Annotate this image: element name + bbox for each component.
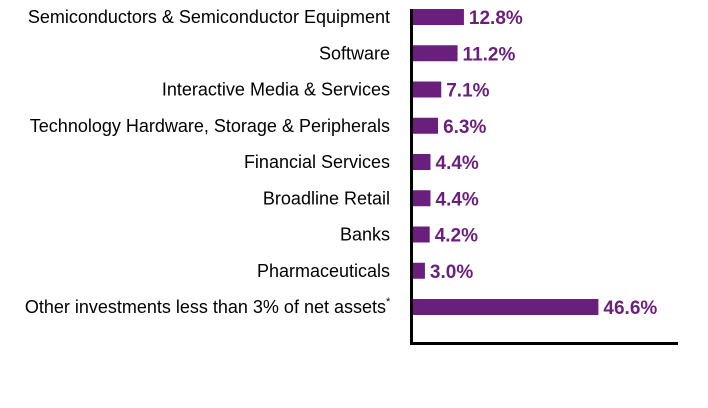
bar <box>413 190 431 207</box>
bar <box>413 45 458 62</box>
value-label: 12.8% <box>469 8 523 29</box>
value-label: 7.1% <box>446 81 489 102</box>
bar <box>413 226 430 243</box>
bars-layer: Semiconductors & Semiconductor Equipment… <box>25 7 658 319</box>
category-label: Broadline Retail <box>263 188 390 208</box>
value-label: 46.6% <box>603 298 657 319</box>
category-label: Software <box>319 43 390 63</box>
category-label: Technology Hardware, Storage & Periphera… <box>30 116 390 136</box>
bar <box>413 154 431 170</box>
value-label: 4.2% <box>435 226 478 247</box>
bar <box>413 9 464 25</box>
value-label: 4.4% <box>436 153 479 174</box>
bar <box>413 81 442 98</box>
category-label: Financial Services <box>244 152 390 172</box>
category-label: Banks <box>340 225 390 245</box>
bar <box>413 117 439 134</box>
bar <box>413 262 425 279</box>
value-label: 3.0% <box>430 262 473 283</box>
category-label: Pharmaceuticals <box>257 261 390 281</box>
category-label: Interactive Media & Services <box>162 80 390 100</box>
category-label: Other investments less than 3% of net as… <box>25 297 386 317</box>
axes-layer <box>410 9 678 345</box>
bar <box>413 299 599 315</box>
value-label: 6.3% <box>443 117 486 138</box>
value-label: 4.4% <box>436 189 479 210</box>
category-label: Semiconductors & Semiconductor Equipment <box>28 7 390 27</box>
value-label: 11.2% <box>463 44 516 65</box>
footnote-mark: * <box>386 296 391 308</box>
